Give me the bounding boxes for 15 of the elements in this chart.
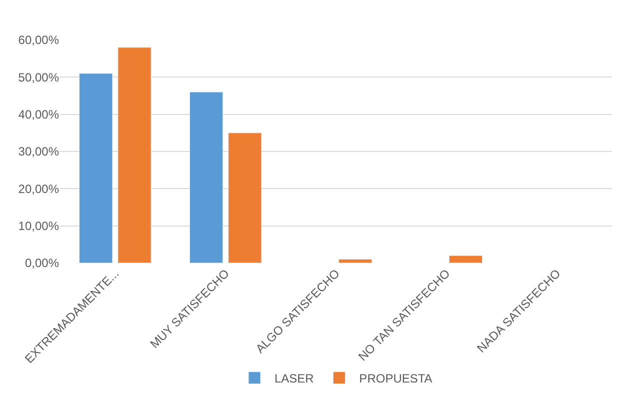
y-tick-label: 10,00% [18,219,60,234]
bar [189,92,224,263]
bar [228,132,262,263]
y-tick-label: 30,00% [18,144,60,159]
y-tick-label: 0,00% [24,256,60,270]
bar [79,73,113,263]
legend-label: PROPUESTA [359,372,432,386]
y-tick-label: 40,00% [18,108,60,122]
y-tick-label: 50,00% [18,70,60,84]
bar [448,255,483,263]
y-tick-label: 60,00% [18,33,60,48]
legend-label: LASER [274,372,314,386]
bar [338,259,372,263]
y-tick-label: 20,00% [18,182,60,196]
bar [118,47,152,263]
